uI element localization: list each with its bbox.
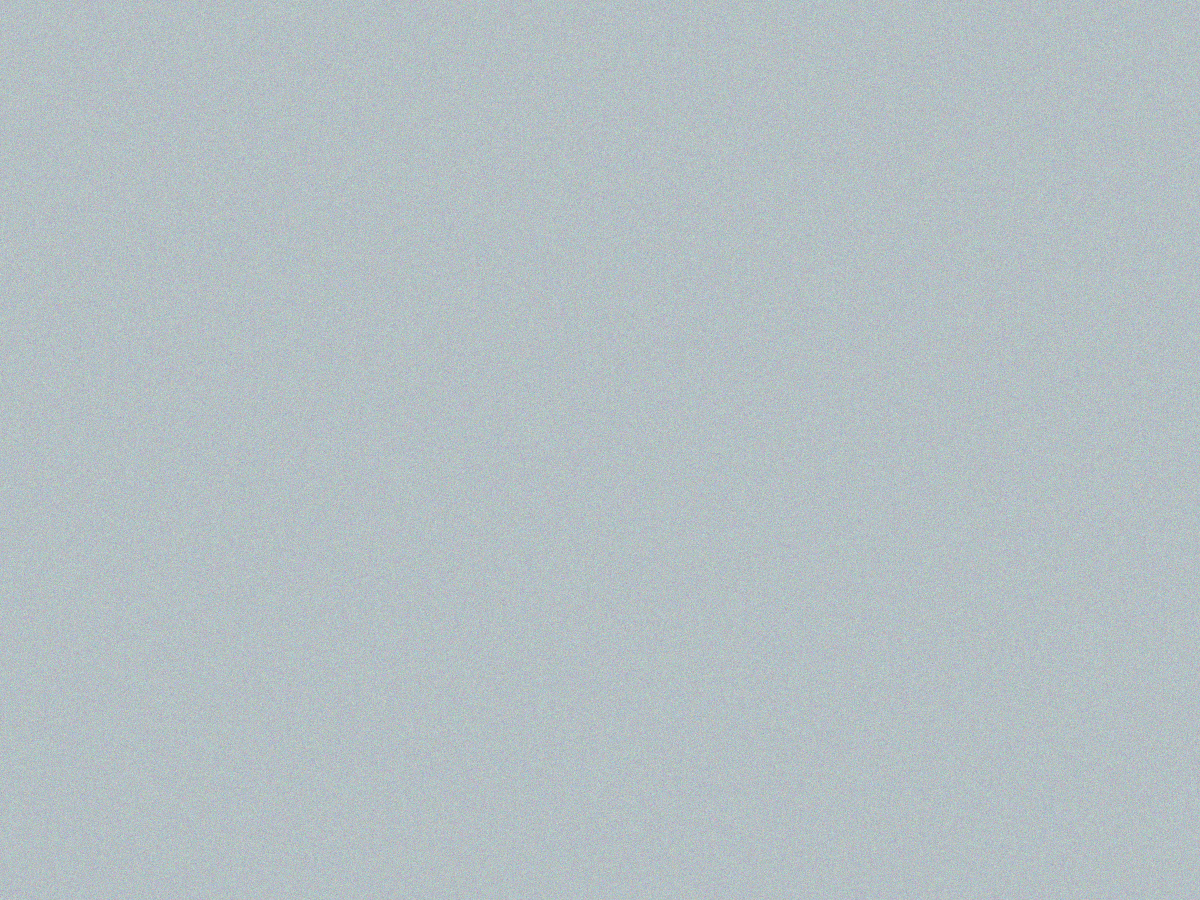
Text: 9.0 moles of BrCl are added to a: 9.0 moles of BrCl are added to a bbox=[194, 130, 1006, 179]
Text: [BrCl], M: [BrCl], M bbox=[360, 699, 492, 728]
FancyBboxPatch shape bbox=[130, 719, 820, 771]
Text: Enter: Enter bbox=[846, 729, 947, 761]
Text: equilibrium?: equilibrium? bbox=[445, 536, 755, 584]
Text: sealed 3.0 L container at 400 K and: sealed 3.0 L container at 400 K and bbox=[154, 202, 1046, 251]
Text: Br₂(g) + Cl₂(g) ⇌ 2BrCl(g): Br₂(g) + Cl₂(g) ⇌ 2BrCl(g) bbox=[186, 375, 824, 424]
Text: What is the concentration of BrCl at: What is the concentration of BrCl at bbox=[151, 466, 1049, 515]
Text: BrCl = [?] M: BrCl = [?] M bbox=[457, 603, 743, 648]
Text: react according to the following.: react according to the following. bbox=[194, 274, 1006, 323]
FancyBboxPatch shape bbox=[832, 719, 961, 771]
Text: K = 7.0: K = 7.0 bbox=[876, 375, 1062, 424]
